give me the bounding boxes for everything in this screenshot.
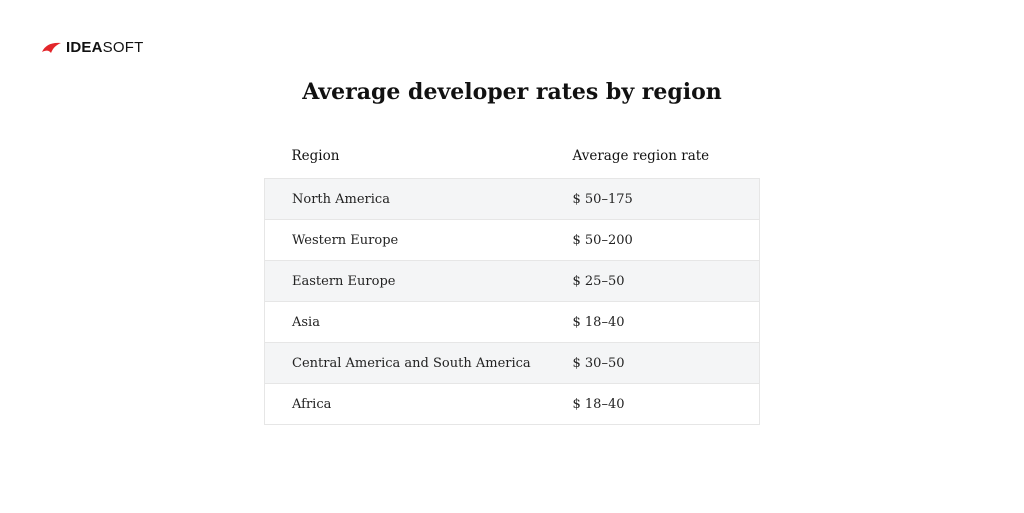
ideasoft-logo: IDEASOFT xyxy=(40,39,143,57)
table-row: Eastern Europe $ 25–50 xyxy=(264,260,760,302)
column-header-rate: Average region rate xyxy=(572,147,710,164)
rate-cell: $ 18–40 xyxy=(572,301,760,343)
region-cell: Asia xyxy=(264,301,573,343)
brand-name-light: SOFT xyxy=(102,39,144,56)
ideasoft-logo-icon xyxy=(42,42,61,53)
table-row: Central America and South America $ 30–5… xyxy=(264,342,760,384)
region-cell: Central America and South America xyxy=(264,342,573,384)
rate-cell: $ 50–200 xyxy=(572,219,760,261)
rates-table: Region Average region rate North America… xyxy=(264,133,760,425)
column-header-region: Region xyxy=(291,147,340,164)
rate-cell: $ 50–175 xyxy=(572,178,760,220)
table-header-row: Region Average region rate xyxy=(265,133,760,179)
brand-wordmark: IDEASOFT xyxy=(66,39,143,57)
table-row: Western Europe $ 50–200 xyxy=(264,219,760,261)
region-cell: Eastern Europe xyxy=(264,260,573,302)
brand-name-bold: IDEA xyxy=(66,39,103,56)
chart-title: Average developer rates by region xyxy=(302,79,722,105)
region-cell: Western Europe xyxy=(264,219,573,261)
table-row: Africa $ 18–40 xyxy=(264,383,760,425)
region-cell: Africa xyxy=(264,383,573,425)
rate-cell: $ 25–50 xyxy=(572,260,760,302)
region-cell: North America xyxy=(264,178,573,220)
table-row: Asia $ 18–40 xyxy=(264,301,760,343)
table-row: North America $ 50–175 xyxy=(264,178,760,220)
rate-cell: $ 18–40 xyxy=(572,383,760,425)
rate-cell: $ 30–50 xyxy=(572,342,760,384)
